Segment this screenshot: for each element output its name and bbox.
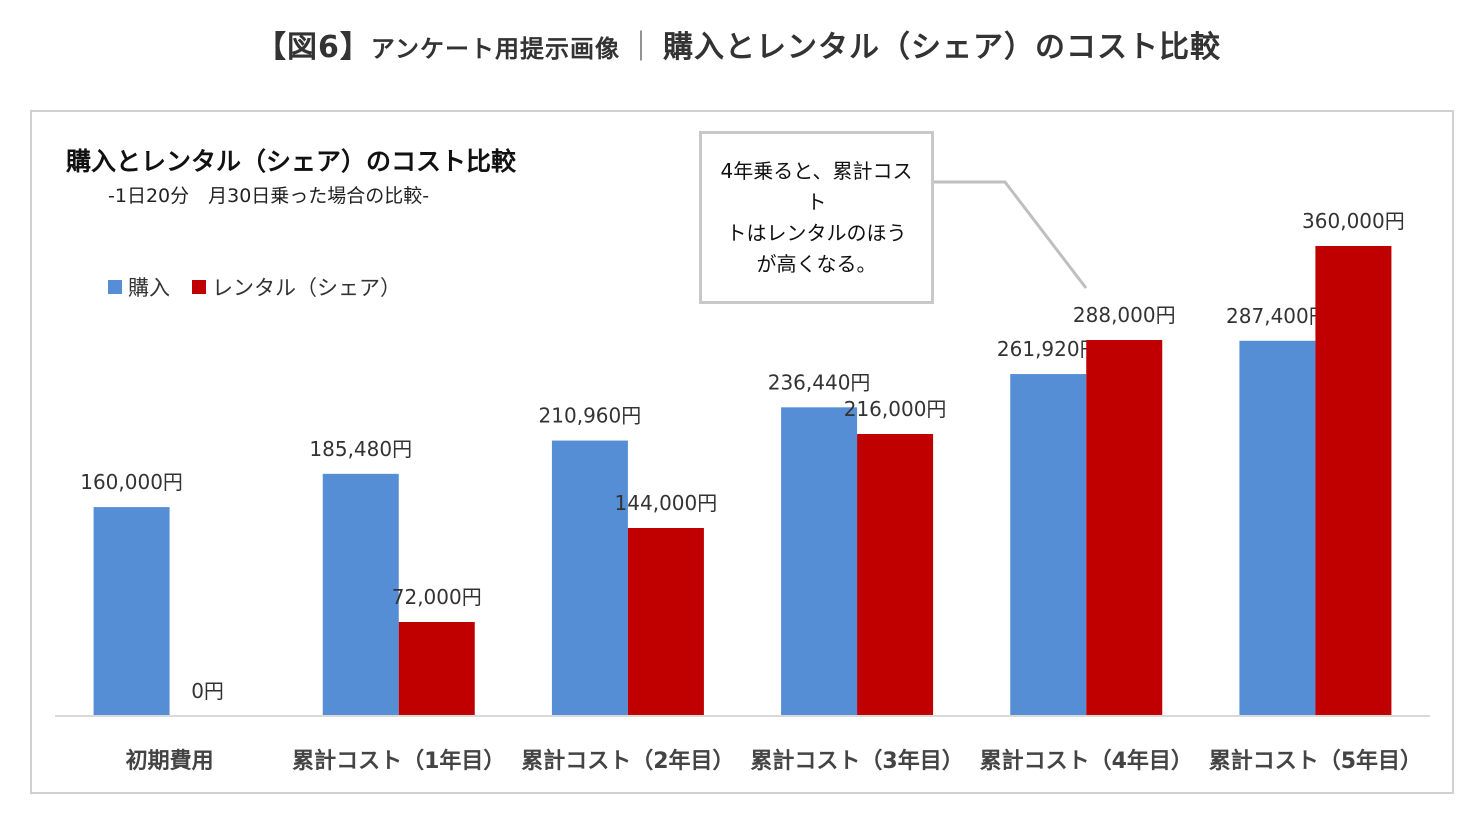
chart-subtitle: -1日20分 月30日乗った場合の比較- xyxy=(108,185,430,207)
category-label-0: 初期費用 xyxy=(126,748,214,774)
data-label-rental-0: 0円 xyxy=(191,679,224,703)
legend-swatch-purchase xyxy=(108,280,122,294)
page-title-small: アンケート用提示画像 xyxy=(370,35,620,63)
bar-rental-2 xyxy=(627,528,704,716)
bar-purchase-2 xyxy=(551,440,628,716)
data-label-purchase-2: 210,960円 xyxy=(539,404,642,428)
callout-text: 4年乗ると、累計コスト トはレンタルのほう が高くなる。 xyxy=(720,158,913,276)
page-title: 【図6】アンケート用提示画像｜購入とレンタル（シェア）のコスト比較 xyxy=(0,22,1477,66)
category-label-2: 累計コスト（2年目） xyxy=(521,748,734,774)
data-label-purchase-4: 261,920円 xyxy=(997,337,1100,361)
data-label-rental-4: 288,000円 xyxy=(1073,303,1176,327)
bar-rental-3 xyxy=(857,434,934,716)
legend-item-purchase: 購入 xyxy=(108,272,170,302)
data-label-rental-5: 360,000円 xyxy=(1302,209,1405,233)
data-label-purchase-0: 160,000円 xyxy=(80,470,183,494)
chart-frame xyxy=(30,110,1454,794)
legend-label-rental: レンタル（シェア） xyxy=(212,276,401,300)
bar-rental-4 xyxy=(1086,340,1163,716)
bar-rental-1 xyxy=(398,622,475,716)
bar-purchase-0 xyxy=(93,507,170,716)
page-title-main: 購入とレンタル（シェア）のコスト比較 xyxy=(662,30,1221,65)
category-label-3: 累計コスト（3年目） xyxy=(750,748,963,774)
legend-label-purchase: 購入 xyxy=(128,276,170,300)
callout-box: 4年乗ると、累計コスト トはレンタルのほう が高くなる。 xyxy=(699,131,934,304)
callout-leader-line xyxy=(934,180,1088,289)
bar-purchase-3 xyxy=(781,407,858,716)
data-label-purchase-3: 236,440円 xyxy=(768,370,871,394)
page-title-separator: ｜ xyxy=(625,30,657,65)
category-label-4: 累計コスト（4年目） xyxy=(980,748,1193,774)
legend: 購入 レンタル（シェア） xyxy=(108,272,423,302)
category-label-1: 累計コスト（1年目） xyxy=(292,748,505,774)
chart-title: 購入とレンタル（シェア）のコスト比較 xyxy=(66,147,517,176)
legend-item-rental: レンタル（シェア） xyxy=(192,272,401,302)
data-label-rental-1: 72,000円 xyxy=(392,585,482,609)
data-label-rental-3: 216,000円 xyxy=(844,397,947,421)
bar-purchase-1 xyxy=(322,473,399,716)
page-title-bracket: 【図6】 xyxy=(256,30,371,65)
category-label-5: 累計コスト（5年目） xyxy=(1209,748,1422,774)
bar-purchase-5 xyxy=(1239,340,1316,716)
bar-rental-5 xyxy=(1315,246,1392,716)
data-label-purchase-1: 185,480円 xyxy=(309,437,412,461)
data-label-rental-2: 144,000円 xyxy=(615,491,718,515)
data-label-purchase-5: 287,400円 xyxy=(1226,304,1329,328)
bar-purchase-4 xyxy=(1010,374,1087,716)
legend-swatch-rental xyxy=(192,280,206,294)
